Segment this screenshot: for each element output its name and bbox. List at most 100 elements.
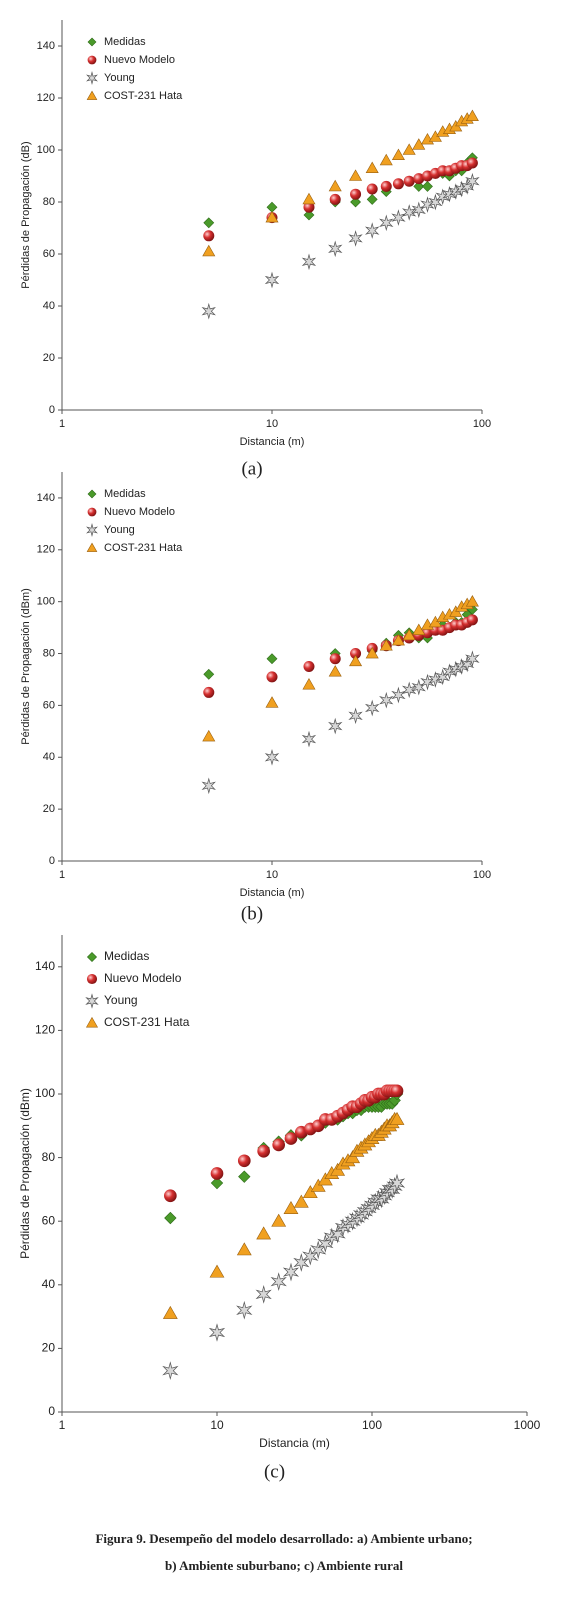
sphere-marker <box>403 175 415 187</box>
triangle-marker <box>349 654 363 667</box>
star-marker <box>348 707 363 725</box>
y-tick-label: 60 <box>43 699 55 711</box>
star-marker <box>328 240 343 258</box>
y-tick-label: 40 <box>43 751 55 763</box>
star-marker <box>465 172 480 190</box>
x-axis-label: Distancia (m) <box>240 887 305 899</box>
triangle-marker <box>256 1226 272 1240</box>
diamond-marker <box>238 1170 251 1183</box>
triangle-marker <box>302 678 316 690</box>
triangle-marker <box>391 633 405 646</box>
legend-label: Medidas <box>104 36 146 48</box>
y-tick-label: 140 <box>37 40 55 52</box>
y-tick-label: 0 <box>48 1404 55 1418</box>
sphere-marker <box>303 661 315 672</box>
subcaption: (b) <box>241 903 263 924</box>
y-tick-label: 80 <box>42 1150 56 1164</box>
legend-label: Young <box>104 72 135 84</box>
subcaption: (a) <box>241 458 262 479</box>
legend-label: Nuevo Modelo <box>104 54 175 66</box>
sphere-marker <box>380 180 392 192</box>
star-marker <box>388 1173 406 1193</box>
diamond-marker <box>422 180 433 192</box>
legend-label: COST-231 Hata <box>104 90 183 102</box>
y-tick-label: 60 <box>43 248 55 260</box>
sphere-marker <box>329 193 341 205</box>
star-marker <box>282 1262 300 1282</box>
triangle-marker <box>365 161 379 173</box>
sphere-marker <box>350 188 362 200</box>
legend-label: Medidas <box>104 488 146 500</box>
triangle-marker <box>402 143 416 155</box>
legend-marker <box>85 993 99 1009</box>
y-tick-label: 20 <box>43 803 55 815</box>
triangle-marker <box>265 210 279 223</box>
y-tick-label: 100 <box>37 144 55 156</box>
sphere-marker <box>329 653 341 665</box>
legend-marker <box>87 55 97 65</box>
triangle-marker <box>389 1111 405 1125</box>
sphere-marker <box>237 1154 251 1168</box>
diamond-marker <box>366 193 378 205</box>
x-tick-label: 100 <box>473 869 491 881</box>
sphere-marker <box>203 686 215 698</box>
sphere-marker <box>466 614 478 626</box>
y-tick-label: 120 <box>37 544 55 556</box>
x-tick-label: 100 <box>362 1418 382 1432</box>
sphere-marker <box>266 671 278 683</box>
star-marker <box>301 730 317 748</box>
legend-label: Medidas <box>104 949 149 963</box>
sphere-marker <box>203 230 215 242</box>
legend-marker <box>87 489 97 499</box>
sphere-marker <box>210 1167 224 1180</box>
diamond-marker <box>210 1176 224 1190</box>
star-marker <box>379 214 394 232</box>
sphere-marker <box>466 157 478 169</box>
y-tick-label: 100 <box>37 596 55 608</box>
diamond-marker <box>164 1211 177 1225</box>
figure-caption: Figura 9. Desempeño del modelo desarroll… <box>95 1531 472 1546</box>
triangle-marker <box>379 639 393 651</box>
triangle-marker <box>265 696 279 708</box>
star-marker <box>465 650 480 668</box>
legend-marker <box>86 951 98 963</box>
star-marker <box>364 699 380 717</box>
y-axis-label: Pérdidas de Propagación (dBm) <box>20 588 32 745</box>
triangle-marker <box>302 1185 318 1199</box>
legend-marker <box>86 973 98 985</box>
y-tick-label: 100 <box>35 1086 55 1100</box>
triangle-marker <box>202 729 216 742</box>
sphere-marker <box>257 1144 270 1158</box>
legend-label: COST-231 Hata <box>104 1015 190 1029</box>
legend-marker <box>87 507 97 517</box>
legend-marker <box>86 71 98 85</box>
legend-marker <box>86 90 98 100</box>
star-marker <box>364 222 380 239</box>
sphere-marker <box>390 1084 404 1098</box>
star-marker <box>201 302 216 320</box>
legend-marker <box>86 542 98 552</box>
star-marker <box>208 1323 226 1342</box>
sphere-marker <box>366 183 378 195</box>
x-tick-label: 1 <box>59 418 65 430</box>
x-tick-label: 1 <box>59 1418 66 1432</box>
triangle-marker <box>402 628 416 641</box>
triangle-marker <box>328 665 342 677</box>
star-marker <box>391 686 406 704</box>
triangle-marker <box>293 1194 309 1208</box>
sphere-marker <box>164 1189 177 1203</box>
y-axis-label: Pérdidas de Propagación (dBm) <box>18 1088 32 1259</box>
triangle-marker <box>349 169 363 181</box>
triangle-marker <box>236 1242 252 1256</box>
star-marker <box>162 1361 179 1381</box>
diamond-marker <box>203 217 215 229</box>
y-tick-label: 0 <box>49 404 55 416</box>
triangle-marker <box>202 244 216 257</box>
sphere-marker <box>303 201 315 213</box>
sphere-marker <box>350 648 362 660</box>
diamond-marker <box>303 209 315 221</box>
triangle-marker <box>391 148 405 160</box>
triangle-marker <box>317 1172 333 1186</box>
